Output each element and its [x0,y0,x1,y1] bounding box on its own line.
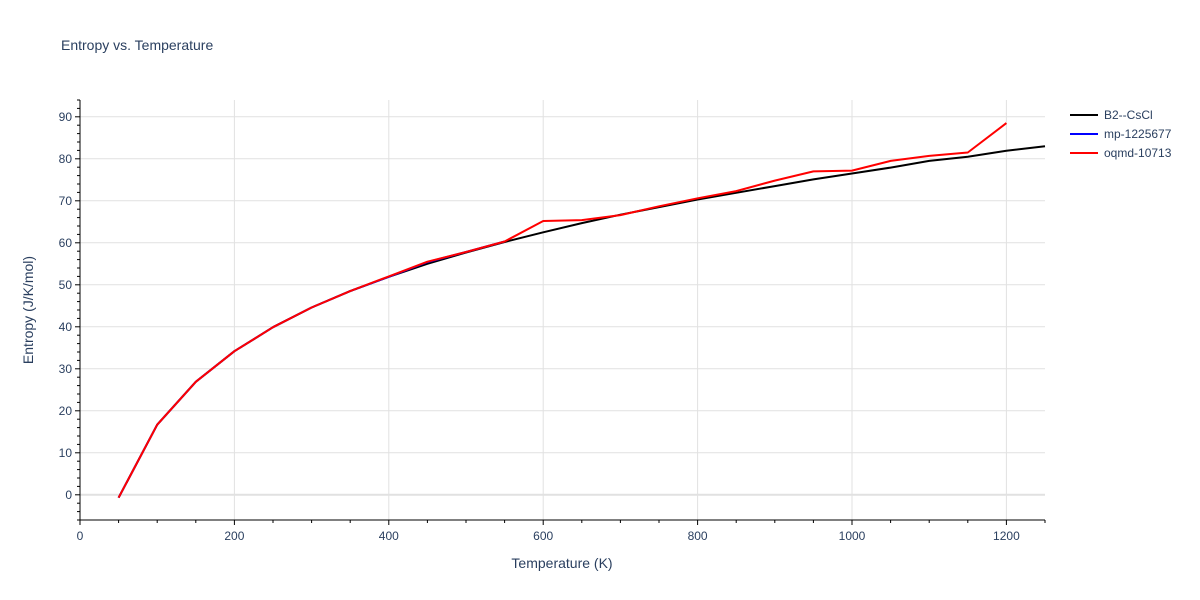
legend-label[interactable]: mp-1225677 [1104,127,1172,141]
y-tick-label: 50 [59,278,73,292]
x-tick-label: 1200 [993,529,1020,543]
legend-label[interactable]: B2--CsCl [1104,108,1153,122]
y-tick-label: 40 [59,320,73,334]
chart-title: Entropy vs. Temperature [61,37,213,53]
series-line-oqmd-10713[interactable] [117,122,1008,499]
x-tick-label: 800 [688,529,708,543]
grid [80,100,1045,520]
y-tick-label: 80 [59,152,73,166]
axes: 0 10 20 30 40 50 60 70 80 90 0 200 400 600 800 1000 1200 [59,99,1046,543]
legend[interactable]: B2--CsCl mp-1225677 oqmd-10713 [1070,108,1172,160]
y-tick-label: 70 [59,194,73,208]
y-axis-title: Entropy (J/K/mol) [20,256,36,364]
x-tick-label: 200 [224,529,244,543]
plot-area[interactable] [117,122,1046,499]
legend-label[interactable]: oqmd-10713 [1104,146,1172,160]
x-tick-label: 600 [533,529,553,543]
y-tick-label: 10 [59,446,73,460]
series-line-mp-1225677[interactable] [117,240,505,499]
y-tick-label: 90 [59,110,73,124]
x-tick-label: 400 [379,529,399,543]
x-axis-title: Temperature (K) [511,555,612,571]
x-tick-label: 0 [77,529,84,543]
y-tick-label: 30 [59,362,73,376]
series-line-B2--CsCl[interactable] [117,145,1046,499]
x-tick-label: 1000 [839,529,866,543]
y-tick-label: 0 [65,488,72,502]
y-tick-label: 20 [59,404,73,418]
y-tick-label: 60 [59,236,73,250]
